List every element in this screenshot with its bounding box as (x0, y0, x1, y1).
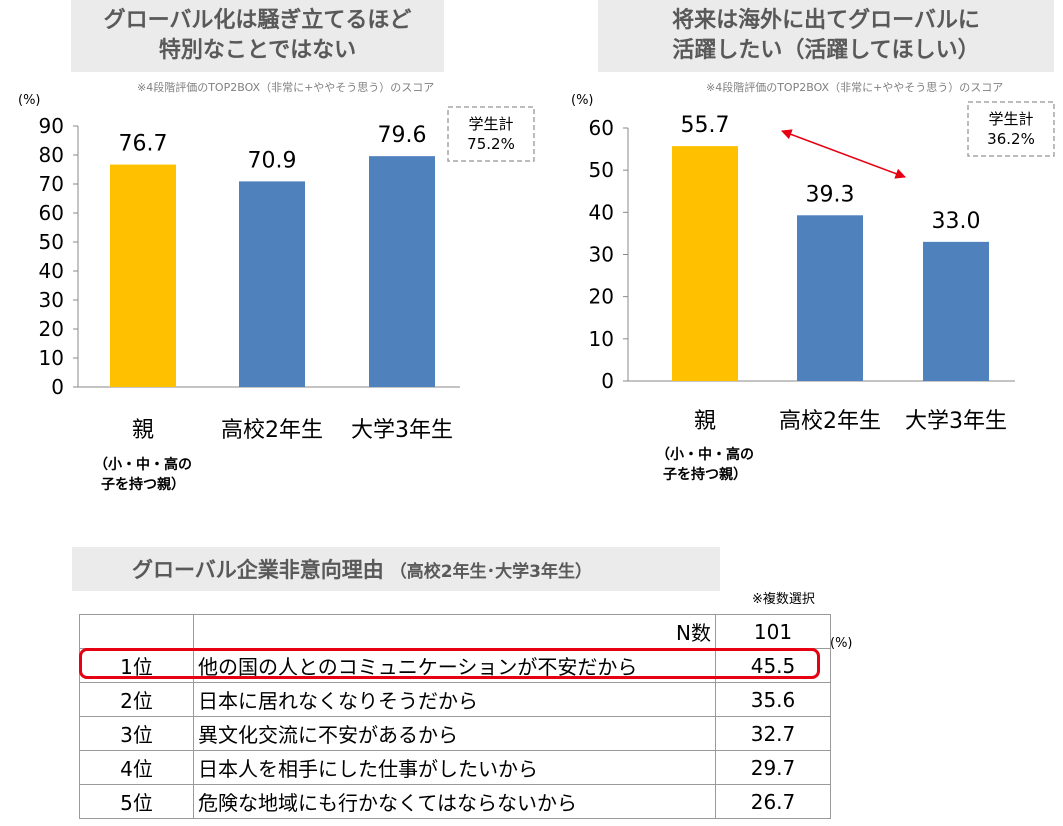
chart1-y-tick-label: 50 (39, 230, 64, 254)
chart1-category-sublabel: 子を持つ親） (101, 476, 185, 493)
table-header-row: N数 101 (79, 614, 831, 649)
chart2-category-label: 親 (694, 409, 716, 434)
chart1-data-label: 76.7 (119, 132, 168, 157)
multiple-choice-note: ※複数選択 (752, 592, 815, 607)
chart2-note: ※4段階評価のTOP2BOX（非常に+ややそう思う）のスコア (706, 81, 1004, 94)
chart1-unit-label: (%) (18, 93, 41, 108)
chart2-data-label: 55.7 (681, 113, 730, 138)
chart1-y-tick-label: 80 (39, 143, 64, 167)
table-row: 3位 異文化交流に不安があるから 32.7 (79, 716, 831, 751)
chart1-student-total-value: 75.2% (467, 135, 515, 153)
row-rank: 4位 (79, 750, 194, 785)
row-reason: 異文化交流に不安があるから (193, 716, 716, 751)
chart2-y-tick-label: 10 (589, 327, 614, 351)
chart1-student-total-box (447, 106, 535, 162)
chart2-bar (923, 241, 989, 381)
chart2-student-total-label: 学生計 (988, 110, 1033, 128)
header-rank-cell (79, 614, 194, 649)
chart2-y-tick-label: 40 (589, 200, 614, 224)
table-title-sub: （高校2年生･大学3年生） (389, 561, 592, 582)
table-row: 2位 日本に居れなくなりそうだから 35.6 (79, 682, 831, 717)
chart1-y-tick-label: 40 (39, 259, 64, 283)
chart2-title-line2: 活躍したい（活躍してほしい） (672, 38, 980, 63)
chart2-unit-label: (%) (571, 93, 594, 108)
table-row: 5位 危険な地域にも行かなくてはならないから 26.7 (79, 784, 831, 819)
row-rank: 3位 (79, 716, 194, 751)
header-n-label: N数 (193, 614, 716, 649)
chart2-data-label: 33.0 (932, 209, 981, 234)
bar-charts: (%) 0 10 20 30 40 50 60 70 80 90 76.7 親 70.9 高校2年生 79.6… (18, 93, 1055, 493)
chart2-student-total-box (967, 101, 1055, 157)
row-value: 35.6 (715, 682, 831, 717)
table-title: グローバル企業非意向理由 （高校2年生･大学3年生） (72, 547, 720, 591)
chart1-y-tick-label: 10 (39, 346, 64, 370)
chart1-category-label: 高校2年生 (221, 418, 323, 443)
chart1-data-label: 70.9 (248, 148, 297, 173)
row-rank: 2位 (79, 682, 194, 717)
chart1-y-tick-label: 20 (39, 317, 64, 341)
chart1-category-label: 親 (132, 418, 154, 443)
chart2-category-label: 大学3年生 (905, 409, 1007, 434)
chart2-title: 将来は海外に出てグローバルに 活躍したい（活躍してほしい） (598, 0, 1054, 72)
row-value: 26.7 (715, 784, 831, 819)
chart1-bar (110, 164, 176, 387)
chart2-category-label: 高校2年生 (779, 409, 881, 434)
chart2-category-sublabel: 子を持つ親） (663, 466, 747, 483)
row-reason: 日本人を相手にした仕事がしたいから (193, 750, 716, 785)
chart2-category-sublabel: （小・中・高の (656, 446, 754, 463)
chart1-data-label: 79.6 (378, 123, 427, 148)
chart2-y-tick-label: 50 (589, 158, 614, 182)
header-n-value: 101 (715, 614, 831, 649)
chart1-title-line1: グローバル化は騒ぎ立てるほど (103, 8, 412, 33)
chart1-y-tick-label: 60 (39, 201, 64, 225)
chart1-y-tick-label: 30 (39, 288, 64, 312)
chart1-bar (239, 181, 305, 387)
table-title-main: グローバル企業非意向理由 (132, 558, 384, 582)
top-reason-highlight (79, 648, 820, 679)
chart1-y-tick-label: 0 (51, 375, 64, 399)
row-reason: 危険な地域にも行かなくてはならないから (193, 784, 716, 819)
chart1-y-tick-label: 90 (39, 114, 64, 138)
chart1-category-label: 大学3年生 (351, 418, 453, 443)
chart2-bar (672, 146, 738, 381)
chart1-title-line2: 特別なことではない (158, 38, 357, 63)
chart1-y-tick-label: 70 (39, 172, 64, 196)
chart2-compare-arrow (781, 129, 906, 179)
chart2-student-total-value: 36.2% (987, 130, 1035, 148)
chart2-title-line1: 将来は海外に出てグローバルに (672, 8, 980, 33)
chart1-category-sublabel: （小・中・高の (94, 456, 192, 473)
chart2-bar (797, 215, 863, 381)
chart2-data-label: 39.3 (806, 182, 855, 207)
chart1-title: グローバル化は騒ぎ立てるほど 特別なことではない (71, 0, 444, 72)
chart2-y-tick-label: 60 (589, 116, 614, 140)
chart2-y-tick-label: 20 (589, 285, 614, 309)
table-unit-label: (%) (830, 636, 853, 651)
row-value: 32.7 (715, 716, 831, 751)
row-reason: 日本に居れなくなりそうだから (193, 682, 716, 717)
row-value: 29.7 (715, 750, 831, 785)
table-row: 4位 日本人を相手にした仕事がしたいから 29.7 (79, 750, 831, 785)
row-rank: 5位 (79, 784, 194, 819)
chart2-y-tick-label: 30 (589, 243, 614, 267)
chart1-student-total-label: 学生計 (468, 115, 513, 133)
reasons-table: N数 101 1位 他の国の人とのコミュニケーションが不安だから 45.5 2位… (79, 614, 831, 819)
chart2-y-tick-label: 0 (601, 369, 614, 393)
chart1-bar (369, 156, 435, 387)
chart1-note: ※4段階評価のTOP2BOX（非常に+ややそう思う）のスコア (137, 81, 435, 94)
